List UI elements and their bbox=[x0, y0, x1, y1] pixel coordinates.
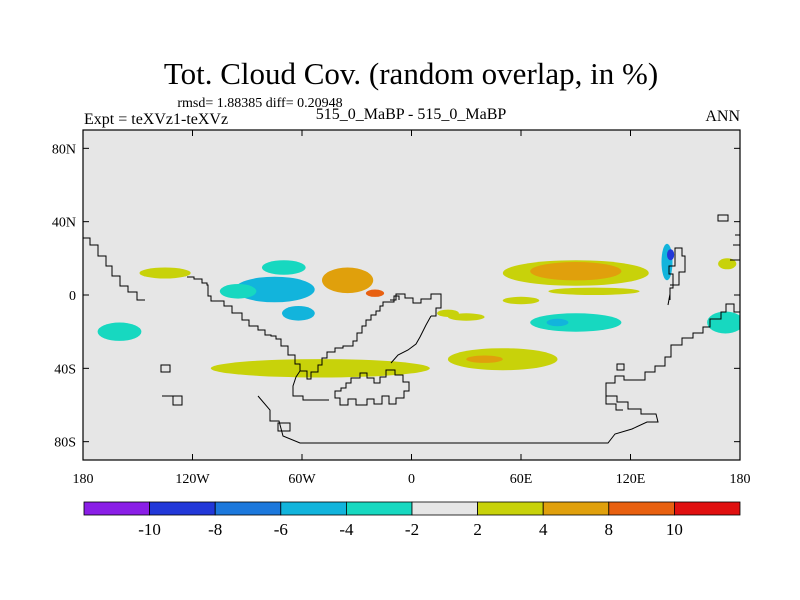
coastline-east-asia bbox=[668, 247, 686, 300]
x-tick-label-4: 60E bbox=[510, 472, 533, 487]
colorbar-swatch-9 bbox=[674, 501, 741, 516]
anomaly-region-12 bbox=[530, 262, 622, 281]
anomaly-region-10 bbox=[466, 355, 503, 363]
y-tick-label-2: 0 bbox=[69, 289, 76, 304]
colorbar-swatch-4 bbox=[345, 501, 413, 516]
anomaly-region-3 bbox=[282, 306, 315, 321]
colorbar-swatch-0 bbox=[83, 501, 150, 516]
colorbar-swatch-1 bbox=[149, 501, 216, 516]
colorbar-swatch-3 bbox=[280, 501, 347, 516]
anomaly-region-20 bbox=[707, 311, 740, 334]
anomaly-contours bbox=[97, 243, 740, 378]
colorbar-label-6: 4 bbox=[539, 520, 548, 539]
x-tick-label-0: 180 bbox=[73, 472, 94, 487]
coastline-island-b bbox=[160, 364, 171, 373]
coastline-north-america-west bbox=[83, 237, 145, 301]
anomaly-region-4 bbox=[261, 260, 306, 275]
coastline-antarctic-peninsula bbox=[277, 422, 291, 432]
anomaly-region-14 bbox=[530, 313, 622, 332]
anomaly-region-15 bbox=[546, 318, 569, 327]
colorbar-swatch-2 bbox=[214, 501, 282, 516]
colorbar-label-1: -8 bbox=[208, 520, 222, 539]
colorbar-label-0: -10 bbox=[138, 520, 161, 539]
season-label: ANN bbox=[705, 108, 740, 125]
coastline-outline bbox=[83, 214, 740, 444]
chart-title: Tot. Cloud Cov. (random overlap, in %) bbox=[164, 56, 658, 91]
y-tick-label-1: 40N bbox=[52, 216, 76, 231]
experiment-label: Expt = teXVz1-teXVz bbox=[84, 111, 228, 128]
coastline-island-small bbox=[667, 293, 671, 306]
y-tick-label-3: 40S bbox=[54, 362, 76, 377]
anomaly-region-22 bbox=[437, 309, 459, 317]
colorbar-label-5: 2 bbox=[473, 520, 482, 539]
anomaly-region-6 bbox=[139, 267, 191, 279]
colorbar-label-4: -2 bbox=[405, 520, 419, 539]
x-tick-label-3: 0 bbox=[408, 472, 415, 487]
coastline-africa-north bbox=[390, 293, 442, 317]
anomaly-region-5 bbox=[219, 284, 257, 299]
coastline-africa-west bbox=[390, 315, 432, 364]
coastline-australia bbox=[605, 303, 740, 396]
colorbar-label-3: -4 bbox=[339, 520, 354, 539]
anomaly-region-1 bbox=[365, 289, 385, 297]
anomaly-region-16 bbox=[502, 296, 540, 305]
anomaly-region-19 bbox=[718, 258, 737, 270]
coastline-pacific-island bbox=[162, 395, 183, 406]
colorbar-swatch-5 bbox=[411, 501, 478, 516]
colorbar-label-7: 8 bbox=[605, 520, 614, 539]
case-label: 515_0_MaBP - 515_0_MaBP bbox=[316, 106, 507, 123]
anomaly-region-0 bbox=[322, 267, 374, 294]
anomaly-region-7 bbox=[97, 322, 142, 341]
anomaly-region-13 bbox=[548, 287, 640, 295]
coastline-small-island bbox=[717, 214, 729, 222]
x-tick-label-6: 180 bbox=[730, 472, 751, 487]
colorbar-swatch-8 bbox=[608, 501, 675, 516]
x-tick-label-5: 120E bbox=[616, 472, 646, 487]
anomaly-region-18 bbox=[667, 249, 675, 261]
colorbar-swatch-6 bbox=[477, 501, 544, 516]
y-tick-label-4: 80S bbox=[54, 436, 76, 451]
map-axes: 180 120W 60W 0 60E 120E 180 80N 40N 0 40S 80S bbox=[52, 130, 751, 487]
x-tick-label-1: 120W bbox=[175, 472, 210, 487]
anomaly-region-2 bbox=[234, 276, 315, 303]
stats-line: rmsd= 1.88385 diff= 0.20948 bbox=[177, 96, 342, 111]
colorbar-label-2: -6 bbox=[274, 520, 288, 539]
x-tick-label-2: 60W bbox=[288, 472, 316, 487]
coastline-island bbox=[616, 363, 625, 371]
colorbar: -10 -8 -6 -4 -2 2 4 8 10 bbox=[83, 501, 741, 539]
anomaly-region-8 bbox=[210, 359, 430, 378]
anomaly-region-17 bbox=[661, 243, 673, 281]
y-tick-label-0: 80N bbox=[52, 142, 76, 157]
coastline-patagonia bbox=[292, 370, 329, 401]
colorbar-label-8: 10 bbox=[666, 520, 683, 539]
coastline-south-africa bbox=[334, 369, 410, 406]
map-background bbox=[83, 130, 740, 460]
colorbar-swatch-7 bbox=[542, 501, 610, 516]
